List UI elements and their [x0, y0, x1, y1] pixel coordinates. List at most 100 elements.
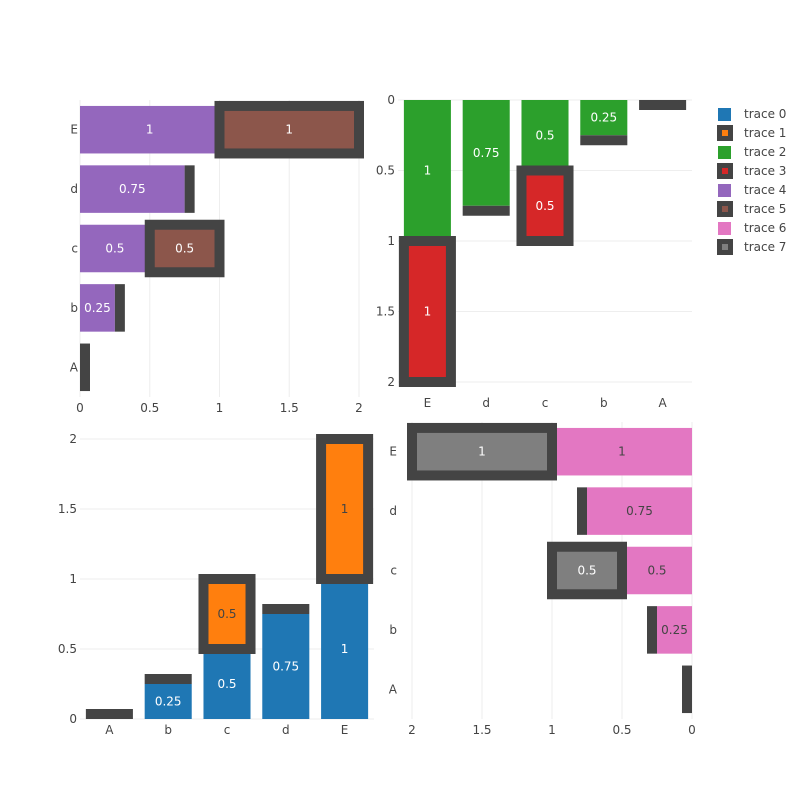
bar-outline-stub	[639, 100, 687, 110]
value-tick-label: 0	[387, 93, 395, 107]
bar-trace-4-c[interactable]	[80, 224, 150, 273]
bar-trace-6-c[interactable]	[622, 546, 692, 595]
value-tick-label: 0	[76, 401, 84, 415]
subplot-bottom-left: 0 0.5 1 1.5 2 A b c d E 0.25 0.5 0.75 1 0.5 1	[58, 432, 374, 737]
legend-label: trace 3	[744, 164, 786, 178]
bar-data-label: 0.5	[647, 564, 666, 578]
bar-data-label: 0.75	[119, 182, 146, 196]
value-tick-label: 2	[355, 401, 363, 415]
bar-trace-3-E[interactable]	[398, 236, 456, 387]
bar-data-label: 0.5	[577, 564, 596, 578]
bar-data-label: 1	[285, 123, 293, 137]
value-tick-label: 1	[548, 723, 556, 737]
legend-swatch	[722, 130, 728, 136]
legend-item[interactable]: trace 6	[718, 221, 786, 235]
bar-outline-stub	[85, 709, 133, 719]
category-tick-label: E	[424, 396, 432, 410]
legend-swatch	[722, 206, 728, 212]
bar-trace-5-c[interactable]	[144, 219, 225, 278]
bar-trace-1-c[interactable]	[198, 574, 256, 654]
subplot-top-left: 0 0.5 1 1.5 2 Ab c d E 0.25 0.5 0.75 1 0.5 1	[70, 100, 364, 415]
bar-trace-0-b[interactable]	[144, 684, 192, 719]
value-tick-label: 0	[688, 723, 696, 737]
bar-trace-0-d[interactable]	[262, 614, 310, 719]
category-tick-label: d	[70, 182, 78, 196]
bar-trace-7-E[interactable]	[407, 422, 557, 481]
legend-swatch	[718, 146, 731, 159]
legend-item[interactable]: trace 3	[717, 163, 786, 179]
bar-trace-1-E[interactable]	[316, 434, 374, 584]
bar-trace-3-c[interactable]	[516, 165, 574, 246]
bar-outline-stub	[580, 135, 628, 146]
legend-swatch	[718, 222, 731, 235]
bar-data-label: 0.5	[175, 242, 194, 256]
category-tick-label: c	[224, 723, 231, 737]
legend-label: trace 4	[744, 183, 786, 197]
legend-item[interactable]: trace 0	[718, 107, 786, 121]
category-tick-label: d	[282, 723, 290, 737]
bar-data-label: 0.25	[84, 301, 111, 315]
bar-data-label: 0.75	[626, 504, 653, 518]
bar-data-label: 0.5	[105, 242, 124, 256]
value-tick-label: 0.5	[376, 164, 395, 178]
category-tick-label: c	[71, 242, 78, 256]
bar-outline-stub	[682, 665, 692, 714]
bar-trace-6-b[interactable]	[657, 606, 692, 654]
legend-label: trace 5	[744, 202, 786, 216]
value-tick-label: 2	[69, 432, 77, 446]
bar-outline-stub	[114, 284, 125, 332]
bar-data-label: 1	[618, 445, 626, 459]
category-tick-label: E	[70, 123, 78, 137]
bar-data-label: 0.5	[217, 677, 236, 691]
legend-item[interactable]: trace 2	[718, 145, 786, 159]
legend-label: trace 2	[744, 145, 786, 159]
bar-trace-5-E[interactable]	[214, 100, 364, 159]
legend-swatch	[718, 108, 731, 121]
category-tick-label: A	[389, 682, 398, 696]
bar-data-label: 1	[478, 445, 486, 459]
bar-outline-stub	[262, 604, 310, 614]
bar-data-label: 1	[424, 164, 432, 178]
legend-item[interactable]: trace 5	[717, 201, 786, 217]
legend-label: trace 6	[744, 221, 786, 235]
bar-trace-0-E[interactable]	[321, 579, 369, 719]
bar-data-label: 0.25	[590, 111, 617, 125]
bar-trace-2-c[interactable]	[521, 100, 569, 171]
bar-outline-stub	[462, 205, 510, 216]
value-tick-label: 2	[408, 723, 416, 737]
bar-trace-2-d[interactable]	[462, 100, 510, 206]
value-tick-label: 1.5	[376, 305, 395, 319]
value-tick-label: 1.5	[280, 401, 299, 415]
bar-data-label: 1	[424, 305, 432, 319]
subplots: 0 0.5 1 1.5 2 Ab c d E 0.25 0.5 0.75 1 0.5 1 0 0.5 1 1.5 2 E…	[58, 93, 696, 737]
bar-outline-stub	[577, 487, 587, 535]
bar-trace-4-b[interactable]	[80, 284, 115, 332]
bar-trace-4-d[interactable]	[80, 165, 185, 213]
category-tick-label: b	[600, 396, 608, 410]
bar-trace-2-b[interactable]	[580, 100, 628, 136]
legend-swatch	[722, 244, 728, 250]
legend: trace 0 trace 1 trace 2 trace 3 trace 4 trace…	[717, 107, 786, 255]
bar-trace-4-E[interactable]	[80, 105, 220, 154]
category-tick-label: A	[658, 396, 667, 410]
bar-data-label: 1	[341, 502, 349, 516]
value-tick-label: 1	[387, 234, 395, 248]
bar-data-label: 0.5	[535, 128, 554, 142]
bar-outline-stub	[184, 165, 195, 213]
bar-trace-7-c[interactable]	[547, 541, 627, 600]
category-tick-label: c	[542, 396, 549, 410]
bar-trace-0-c[interactable]	[203, 649, 251, 719]
value-tick-label: 2	[387, 375, 395, 389]
legend-item[interactable]: trace 7	[717, 239, 786, 255]
legend-item[interactable]: trace 1	[717, 125, 786, 141]
bar-trace-6-d[interactable]	[587, 487, 692, 535]
bar-trace-6-E[interactable]	[552, 427, 692, 476]
bar-trace-2-E[interactable]	[403, 100, 451, 241]
category-tick-label: b	[164, 723, 172, 737]
category-tick-label: c	[390, 564, 397, 578]
legend-item[interactable]: trace 4	[718, 183, 786, 197]
category-tick-label: A	[70, 360, 79, 374]
bar-data-label: 1	[341, 642, 349, 656]
legend-label: trace 1	[744, 126, 786, 140]
